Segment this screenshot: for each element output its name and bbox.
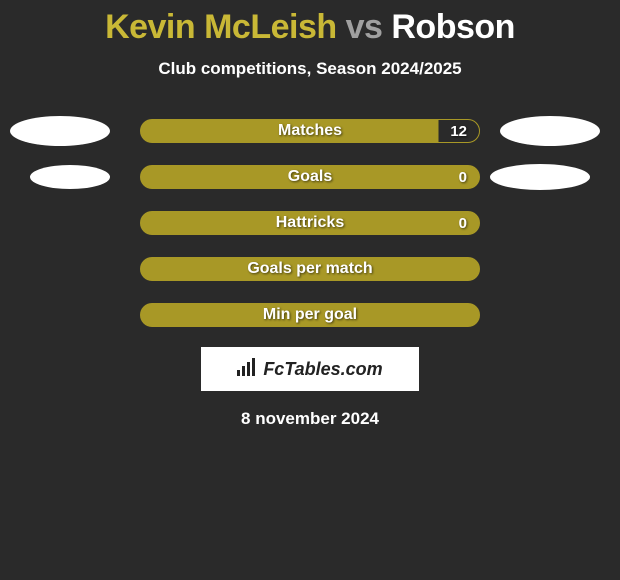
stat-row-goals: Goals 0 [0, 165, 620, 189]
stat-row-hattricks: Hattricks 0 [0, 211, 620, 235]
stat-bar: Goals 0 [140, 165, 480, 189]
stats-rows: Matches 12 Goals 0 Hattricks 0 Goals per… [0, 119, 620, 327]
stat-label: Goals per match [247, 260, 372, 278]
ellipse-left [30, 165, 110, 189]
subtitle: Club competitions, Season 2024/2025 [0, 59, 620, 79]
bars-icon [237, 358, 259, 381]
chart-container: Kevin McLeish vs Robson Club competition… [0, 0, 620, 429]
logo-text: FcTables.com [263, 359, 382, 380]
stat-bar: Hattricks 0 [140, 211, 480, 235]
ellipse-left [10, 116, 110, 146]
logo-box: FcTables.com [201, 347, 419, 391]
stat-row-mpg: Min per goal [0, 303, 620, 327]
date-text: 8 november 2024 [0, 409, 620, 429]
stat-label: Hattricks [276, 214, 344, 232]
stat-value: 0 [459, 215, 467, 232]
stat-label: Matches [278, 122, 342, 140]
page-title: Kevin McLeish vs Robson [0, 8, 620, 47]
ellipse-right [490, 164, 590, 190]
stat-bar: Goals per match [140, 257, 480, 281]
stat-bar: Matches 12 [140, 119, 480, 143]
stat-value: 0 [459, 169, 467, 186]
player1-name: Kevin McLeish [105, 8, 337, 46]
player2-name: Robson [391, 8, 515, 46]
logo: FcTables.com [237, 358, 382, 381]
ellipse-right [500, 116, 600, 146]
stat-label: Min per goal [263, 306, 357, 324]
stat-row-gpm: Goals per match [0, 257, 620, 281]
stat-bar: Min per goal [140, 303, 480, 327]
vs-text: vs [346, 8, 383, 46]
stat-label: Goals [288, 168, 332, 186]
stat-value: 12 [450, 123, 467, 140]
stat-row-matches: Matches 12 [0, 119, 620, 143]
